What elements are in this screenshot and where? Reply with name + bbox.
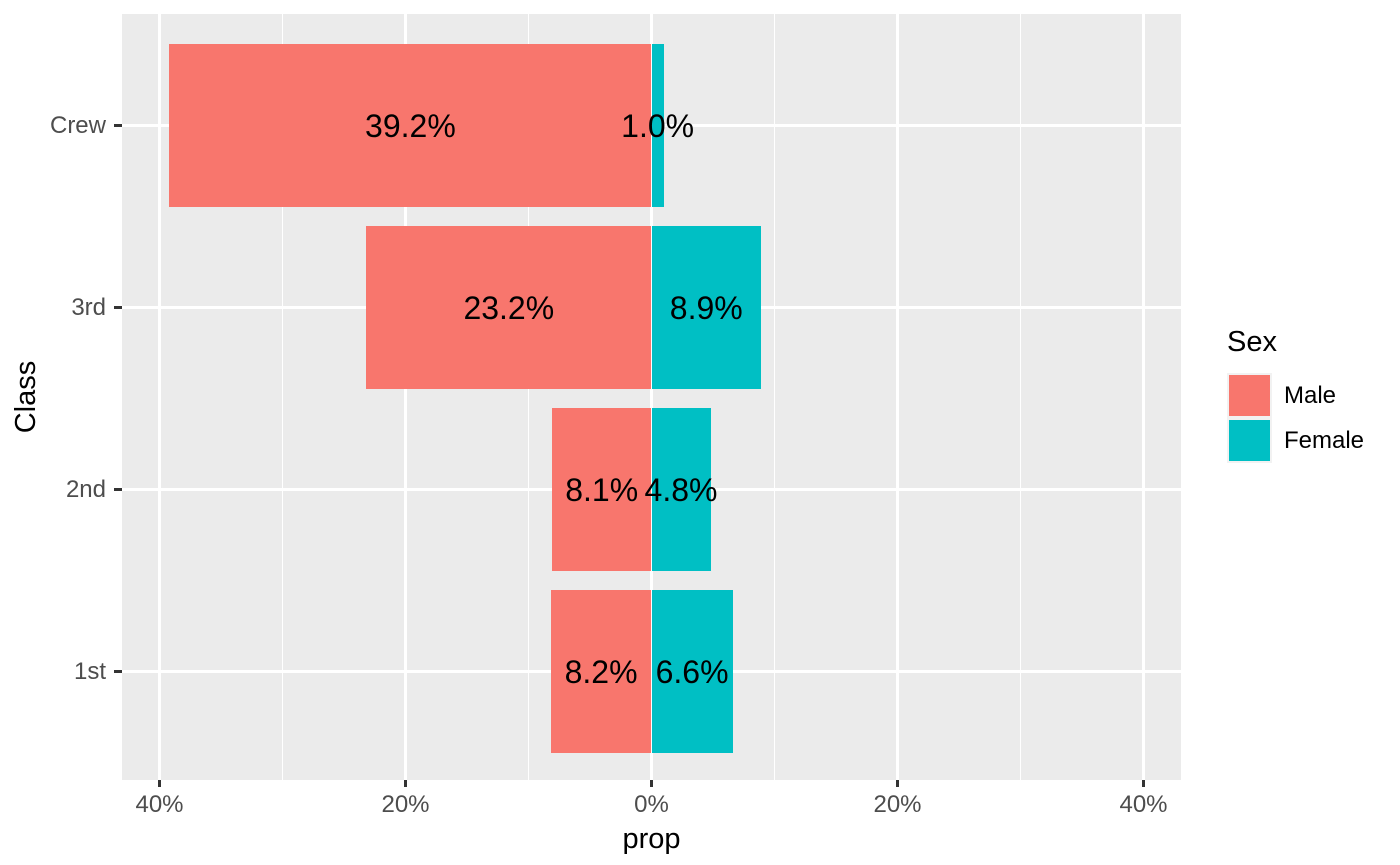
y-axis-tick [114, 124, 122, 127]
major-gridline-x [896, 14, 899, 780]
legend-entry-label: Female [1284, 426, 1365, 454]
bar-female-crew [651, 44, 664, 207]
y-axis-tick [114, 670, 122, 673]
x-axis-tick [1142, 780, 1145, 787]
bar-label-female-crew: 1.0% [621, 107, 695, 144]
x-axis-tick [404, 780, 407, 787]
bar-female-3rd [651, 226, 761, 389]
y-axis-tick [114, 488, 122, 491]
y-tick-label: 1st [73, 657, 106, 685]
x-tick-label: 40% [135, 791, 184, 818]
bar-male-1st [550, 590, 652, 753]
bar-female-2nd [651, 408, 711, 571]
legend: Sex Male Female [1227, 326, 1365, 464]
minor-gridline-x [773, 14, 776, 780]
x-tick-label: 20% [381, 791, 430, 818]
legend-key-male [1227, 373, 1272, 419]
plot-panel: 39.2% 23.2% 8.1% 8.2% 1.0% 8.9% 4.8% 6.6% [122, 14, 1181, 780]
x-axis-tick [650, 780, 653, 787]
bar-label-male-1st: 8.2% [564, 653, 638, 690]
bar-male-2nd [551, 408, 652, 571]
x-tick-label: 20% [873, 791, 922, 818]
x-axis-tick [158, 780, 161, 787]
bar-label-female-1st: 6.6% [655, 653, 729, 690]
legend-entry-female: Female [1227, 418, 1365, 464]
y-axis-title: Class [10, 360, 43, 434]
legend-entries: Male Female [1227, 373, 1365, 464]
bar-label-female-2nd: 4.8% [644, 471, 718, 508]
major-gridline-x [1142, 14, 1145, 780]
major-gridline-x [650, 14, 653, 780]
legend-entry-male: Male [1227, 373, 1364, 419]
bar-label-male-2nd: 8.1% [565, 471, 639, 508]
bar-female-1st [651, 590, 733, 753]
legend-title: Sex [1227, 326, 1277, 358]
bar-label-male-crew: 39.2% [365, 107, 456, 144]
bar-male-3rd [366, 226, 652, 389]
minor-gridline-x [281, 14, 284, 780]
y-tick-label: 3rd [71, 293, 106, 321]
major-gridline-x [158, 14, 161, 780]
legend-entry-label: Male [1284, 381, 1337, 409]
x-axis-tick [896, 780, 899, 787]
bar-male-crew [169, 44, 652, 207]
y-axis-tick [114, 306, 122, 309]
minor-gridline-x [527, 14, 530, 780]
legend-key-female [1227, 418, 1272, 464]
x-tick-label: 40% [1119, 791, 1168, 818]
minor-gridline-x [1019, 14, 1022, 780]
y-tick-label: 2nd [65, 475, 106, 503]
x-axis-title: prop [622, 823, 681, 855]
x-tick-label: 0% [634, 791, 669, 818]
bar-label-male-3rd: 23.2% [463, 289, 555, 326]
bar-label-female-3rd: 8.9% [669, 289, 743, 326]
y-tick-label: Crew [49, 111, 106, 139]
major-gridline-x [404, 14, 407, 780]
